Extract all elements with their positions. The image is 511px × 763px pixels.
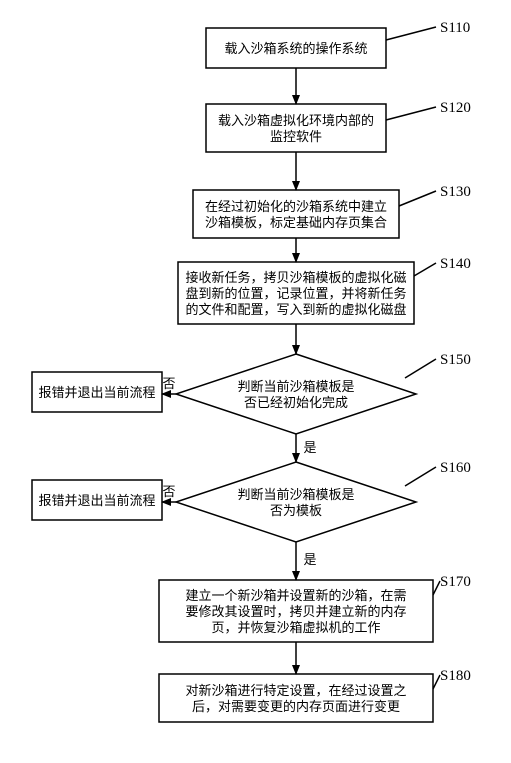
leader-line (405, 359, 436, 378)
node-text: 在经过初始化的沙箱系统中建立 (205, 199, 387, 214)
step-label: S180 (440, 668, 471, 684)
leader-line (386, 27, 436, 40)
node-text: 对新沙箱进行特定设置，在经过设置之 (185, 683, 406, 698)
step-label: S120 (440, 100, 471, 116)
node-s130: 在经过初始化的沙箱系统中建立沙箱模板，标定基础内存页集合 (193, 190, 399, 238)
step-label: S150 (440, 352, 471, 368)
node-text: 盘到新的位置，记录位置，并将新任务 (185, 286, 406, 301)
node-text: 接收新任务，拷贝沙箱模板的虚拟化磁 (185, 270, 406, 285)
node-s120: 载入沙箱虚拟化环境内部的监控软件 (206, 104, 386, 152)
node-text: 要修改其设置时，拷贝并建立新的内存 (185, 604, 406, 619)
node-text: 的文件和配置，写入到新的虚拟化磁盘 (185, 302, 406, 317)
step-label: S140 (440, 256, 471, 272)
node-e160: 报错并退出当前流程 (32, 480, 162, 520)
node-text: 载入沙箱系统的操作系统 (224, 41, 367, 56)
node-text: 否为模板 (270, 503, 322, 518)
leader-line (433, 675, 440, 689)
node-text: 页，并恢复沙箱虚拟机的工作 (211, 620, 380, 635)
node-s110: 载入沙箱系统的操作系统 (206, 28, 386, 68)
node-d160: 判断当前沙箱模板是否为模板 (176, 462, 416, 542)
leader-line (433, 581, 440, 595)
leader-line (386, 107, 436, 120)
leader-line (405, 467, 436, 486)
node-text: 报错并退出当前流程 (38, 385, 155, 400)
step-label: S130 (440, 184, 471, 200)
leader-line (414, 263, 436, 276)
edge-label: 是 (303, 440, 316, 455)
node-text: 否已经初始化完成 (244, 395, 348, 410)
node-text: 报错并退出当前流程 (38, 493, 155, 508)
node-s180: 对新沙箱进行特定设置，在经过设置之后，对需要变更的内存页面进行变更 (159, 674, 433, 722)
node-text: 后，对需要变更的内存页面进行变更 (192, 699, 400, 714)
node-text: 判断当前沙箱模板是 (237, 487, 354, 502)
node-text: 载入沙箱虚拟化环境内部的 (218, 113, 374, 128)
node-s140: 接收新任务，拷贝沙箱模板的虚拟化磁盘到新的位置，记录位置，并将新任务的文件和配置… (178, 262, 414, 324)
node-text: 沙箱模板，标定基础内存页集合 (205, 215, 387, 230)
leader-line (399, 191, 436, 206)
edge-label: 否 (162, 376, 175, 391)
edge-label: 否 (162, 484, 175, 499)
node-text: 判断当前沙箱模板是 (237, 379, 354, 394)
node-d150: 判断当前沙箱模板是否已经初始化完成 (176, 354, 416, 434)
edge-label: 是 (303, 552, 316, 567)
step-label: S170 (440, 574, 471, 590)
node-text: 监控软件 (270, 129, 322, 144)
step-label: S160 (440, 460, 471, 476)
node-s170: 建立一个新沙箱并设置新的沙箱，在需要修改其设置时，拷贝并建立新的内存页，并恢复沙… (159, 580, 433, 642)
step-label: S110 (440, 20, 470, 36)
node-e150: 报错并退出当前流程 (32, 372, 162, 412)
node-text: 建立一个新沙箱并设置新的沙箱，在需 (185, 588, 406, 603)
